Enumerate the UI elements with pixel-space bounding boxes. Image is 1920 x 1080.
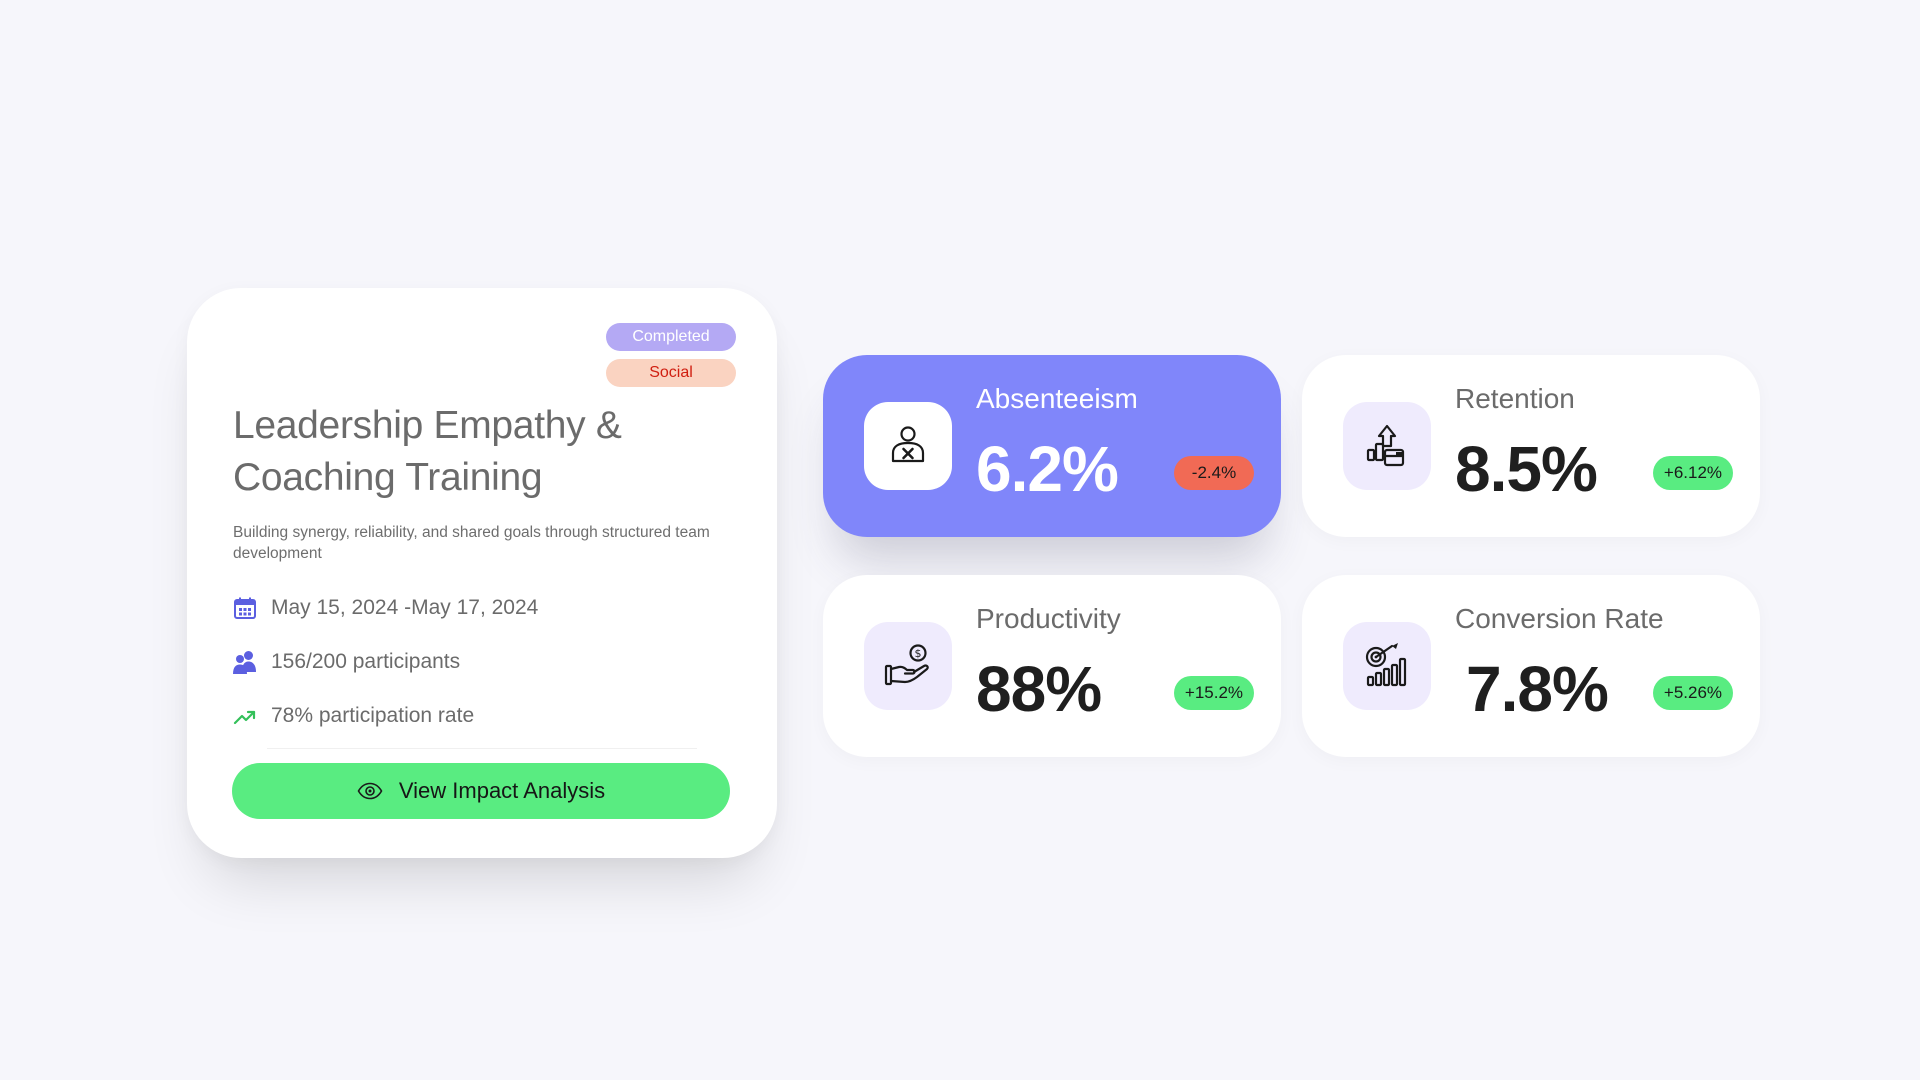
metric-label: Retention	[1455, 383, 1575, 414]
participants-row: 156/200 participants	[231, 647, 460, 677]
date-row: May 15, 2024 -May 17, 2024	[231, 593, 538, 623]
trend-up-icon	[231, 702, 259, 730]
program-title: Leadership Empathy & Coaching Training	[233, 404, 622, 499]
participants-count: 156/200 participants	[271, 650, 461, 673]
metric-value: 6.2%	[976, 433, 1119, 505]
metric-card-conversion-rate[interactable]: Conversion Rate 7.8% +5.26%	[1302, 575, 1760, 757]
hand-coin-icon: $	[864, 622, 952, 710]
metric-value: 88%	[976, 653, 1102, 725]
change-badge: +5.26%	[1653, 676, 1733, 710]
date-range: May 15, 2024 -May 17, 2024	[271, 596, 539, 619]
svg-text:$: $	[915, 647, 922, 660]
metric-label: Absenteeism	[976, 383, 1138, 414]
metric-card-absenteeism[interactable]: Absenteeism 6.2% -2.4%	[823, 355, 1281, 537]
button-label: View Impact Analysis	[398, 778, 606, 803]
view-impact-analysis-button[interactable]: View Impact Analysis	[232, 763, 730, 819]
participation-rate: 78% participation rate	[271, 704, 475, 727]
growth-arrow-icon	[1343, 402, 1431, 490]
metric-card-retention[interactable]: Retention 8.5% +6.12%	[1302, 355, 1760, 537]
user-absent-icon	[864, 402, 952, 490]
metric-label: Conversion Rate	[1455, 603, 1664, 634]
change-badge: +15.2%	[1174, 676, 1254, 710]
calendar-icon	[231, 594, 259, 622]
metric-card-productivity[interactable]: $ Productivity 88% +15.2%	[823, 575, 1281, 757]
program-description: Building synergy, reliability, and share…	[233, 524, 710, 562]
status-badge: Completed	[606, 323, 736, 351]
participation-rate-row: 78% participation rate	[231, 701, 474, 731]
change-badge: +6.12%	[1653, 456, 1733, 490]
metric-value: 8.5%	[1455, 433, 1598, 505]
eye-icon	[357, 778, 383, 804]
program-card: Completed Social Leadership Empathy & Co…	[187, 288, 777, 858]
category-badge: Social	[606, 359, 736, 387]
users-icon	[231, 648, 259, 676]
metric-label: Productivity	[976, 603, 1121, 634]
change-badge: -2.4%	[1174, 456, 1254, 490]
metric-value: 7.8%	[1466, 653, 1609, 725]
target-chart-icon	[1343, 622, 1431, 710]
divider	[267, 748, 697, 749]
